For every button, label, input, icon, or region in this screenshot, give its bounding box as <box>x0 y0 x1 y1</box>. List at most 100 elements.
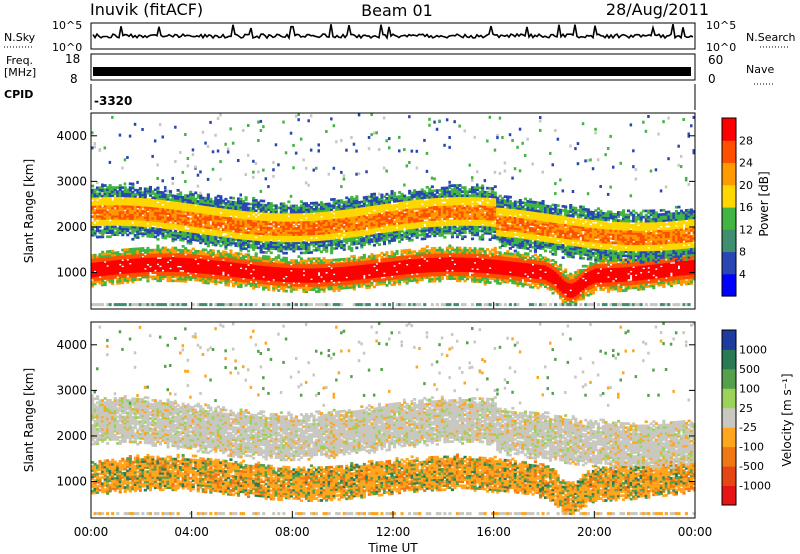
heat-cell <box>209 255 213 258</box>
heat-cell <box>156 244 160 248</box>
heat-cell <box>408 269 412 272</box>
heat-cell <box>239 242 243 246</box>
heat-cell <box>320 267 324 271</box>
heat-cell <box>126 268 130 272</box>
heat-cell <box>337 244 341 248</box>
heat-cell <box>277 206 281 210</box>
heat-cell <box>242 214 246 218</box>
heat-cell <box>362 270 366 273</box>
heat-cell <box>352 228 356 231</box>
heat-cell <box>393 236 397 240</box>
heat-cell <box>330 220 334 224</box>
heat-cell <box>242 275 246 279</box>
heat-cell <box>342 260 346 263</box>
heat-cell <box>216 215 220 218</box>
heat-cell <box>257 266 261 270</box>
heat-cell <box>166 204 170 207</box>
heat-cell <box>176 226 180 229</box>
heat-cell <box>151 229 155 232</box>
heat-cell <box>337 274 341 278</box>
heat-cell <box>98 211 102 214</box>
heat-cell <box>247 208 251 212</box>
heat-cell <box>111 194 115 198</box>
heat-cell <box>274 262 278 266</box>
heat-cell <box>184 247 188 250</box>
heat-cell <box>327 263 331 266</box>
heat-cell <box>385 275 389 279</box>
heat-cell <box>131 266 135 269</box>
heat-cell <box>221 277 225 280</box>
heat-cell <box>166 275 170 278</box>
heat-cell <box>209 214 213 217</box>
heat-cell <box>206 228 210 231</box>
heat-cell <box>254 203 258 206</box>
heat-cell <box>284 285 288 289</box>
heat-cell <box>196 268 200 272</box>
heat-cell <box>196 272 200 276</box>
heat-cell <box>362 303 366 307</box>
heat-cell <box>388 257 392 260</box>
heat-cell <box>209 261 213 265</box>
heat-cell <box>352 273 356 277</box>
heat-cell <box>131 258 135 261</box>
heat-cell <box>284 212 288 216</box>
heat-cell <box>143 232 147 236</box>
heat-cell <box>292 233 296 236</box>
heat-cell <box>335 210 339 213</box>
heat-cell <box>204 199 208 202</box>
heat-cell <box>315 213 319 217</box>
heat-cell <box>91 282 95 286</box>
heat-cell <box>289 210 293 214</box>
heat-cell <box>231 266 235 269</box>
heat-cell <box>242 271 246 274</box>
heat-cell <box>184 261 188 265</box>
heat-cell <box>337 266 341 270</box>
heat-cell <box>395 224 399 227</box>
heat-cell <box>113 269 117 273</box>
heat-cell <box>269 272 273 275</box>
heat-cell <box>403 265 407 269</box>
heat-cell <box>161 201 165 205</box>
heat-cell <box>184 249 188 252</box>
heat-cell <box>264 216 268 219</box>
heat-cell <box>171 221 175 224</box>
heat-cell <box>148 206 152 210</box>
heat-cell <box>131 205 135 208</box>
heat-cell <box>118 186 122 189</box>
heat-cell <box>118 190 122 193</box>
heat-cell <box>204 273 208 276</box>
heat-cell <box>408 198 412 201</box>
heat-cell <box>209 210 213 213</box>
heat-cell <box>330 224 334 228</box>
nsearch-tick-top: 10^5 <box>706 19 736 32</box>
heat-cell <box>267 236 271 240</box>
heat-cell <box>299 200 303 203</box>
heat-cell <box>242 222 246 226</box>
heat-cell <box>252 201 256 204</box>
heat-cell <box>330 249 334 253</box>
heat-cell <box>352 285 356 289</box>
heat-cell <box>322 231 326 235</box>
heat-cell <box>252 231 256 235</box>
heat-cell <box>337 201 341 205</box>
heat-cell <box>138 255 142 259</box>
heat-cell <box>156 258 160 262</box>
heat-cell <box>279 216 283 220</box>
heat-cell <box>249 221 253 224</box>
heat-cell <box>267 286 271 289</box>
heat-cell <box>292 237 296 241</box>
heat-cell <box>410 195 414 199</box>
heat-cell <box>360 276 364 280</box>
heat-cell <box>400 259 404 263</box>
heat-cell <box>320 221 324 225</box>
heat-cell <box>375 281 379 284</box>
heat-cell <box>143 193 147 197</box>
heat-cell <box>174 125 177 129</box>
heat-cell <box>393 220 397 224</box>
heat-cell <box>169 216 173 220</box>
heat-cell <box>244 259 248 262</box>
heat-cell <box>332 285 336 289</box>
heat-cell <box>272 243 276 246</box>
heat-cell <box>153 265 157 268</box>
heat-cell <box>375 198 379 202</box>
